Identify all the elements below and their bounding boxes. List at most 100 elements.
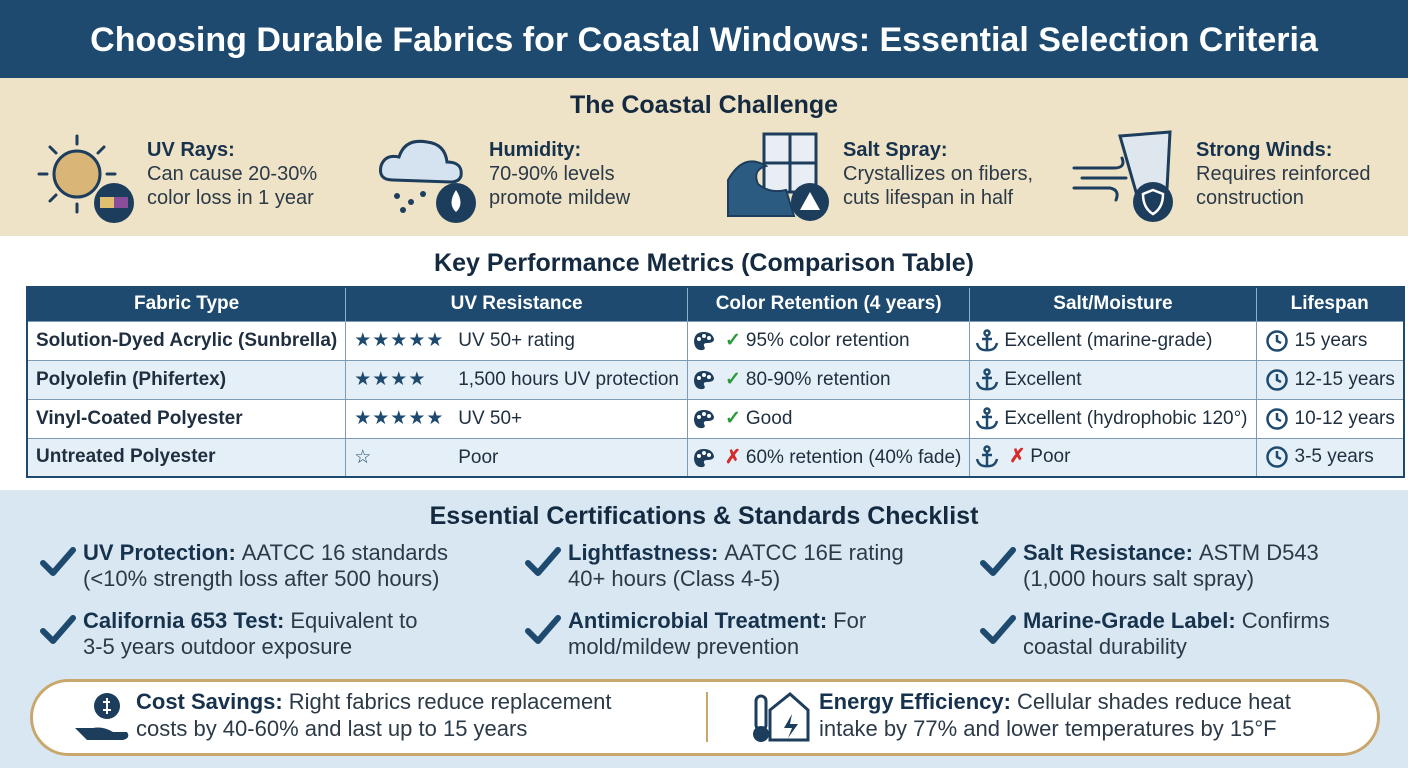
text-line: Crystallizes on fibers, — [843, 163, 1034, 185]
table-header: Fabric Type UV Resistance Color Retention … — [27, 287, 1405, 321]
text-block: Lightfastness: AATCC 16E rating 40+ hours … — [568, 540, 904, 592]
wind-icon-part — [1072, 156, 1128, 202]
uv-text: Poor — [458, 446, 499, 468]
text-line: Cellular shades reduce heat — [1016, 689, 1291, 714]
check-icon-part — [525, 615, 561, 644]
palette-icon — [692, 447, 716, 468]
label: UV Protection: — [83, 540, 236, 565]
color-mark: ✓ — [724, 408, 741, 429]
check-icon — [40, 547, 76, 576]
humidity-icon — [379, 139, 476, 223]
salt-text: Excellent (marine-grade) — [1004, 329, 1213, 351]
savings-icon-part — [103, 698, 111, 714]
wind-icon-part-part — [1072, 156, 1125, 170]
clock-icon-part-part — [1265, 407, 1288, 430]
anchor-icon-part-part-part — [976, 342, 999, 351]
clock-icon-part-part-part — [1265, 329, 1288, 352]
text-line: (<10% strength loss after 500 hours) — [83, 566, 440, 591]
lifespan-text: 12-15 years — [1294, 368, 1395, 390]
color-text: 95% color retention — [745, 330, 910, 351]
text-block: UV Rays: Can cause 20-30% color loss in 1 … — [147, 138, 317, 210]
check-icon-part — [980, 547, 1016, 576]
lifespan-cell: 3-5 years — [1255, 437, 1405, 478]
clock-icon-part-part-part — [1275, 334, 1282, 344]
label: Energy Efficiency: — [819, 689, 1011, 714]
anchor-icon — [974, 367, 1000, 390]
text-block: Energy Efficiency: Cellular shades reduce… — [819, 688, 1291, 742]
sun-icon — [37, 134, 134, 223]
column-header: Fabric Type — [27, 287, 347, 321]
anchor-icon-part — [976, 367, 999, 390]
column-header: UV Resistance — [345, 287, 688, 321]
check-icon-part — [40, 615, 76, 644]
energy-icon-part — [768, 692, 810, 742]
clock-icon-part — [1265, 329, 1288, 352]
metrics-table-part: Solution-Dyed Acrylic (Sunbrella) ★★★★★ UV… — [26, 320, 1405, 478]
label: Salt Resistance: — [1023, 540, 1193, 565]
text-line: AATCC 16 standards — [241, 540, 449, 565]
text-block: Cost Savings: Right fabrics reduce replac… — [136, 688, 612, 742]
text-line: Confirms — [1241, 608, 1330, 633]
uv-cell: ★★★★ 1,500 hours UV protection — [345, 359, 688, 400]
text-line: costs by 40-60% and last up to 15 years — [136, 716, 528, 741]
check-icon-part — [40, 547, 76, 576]
lifespan-text: 3-5 years — [1294, 446, 1374, 468]
label: Strong Winds: — [1196, 139, 1333, 161]
sun-icon-part — [52, 149, 102, 199]
certifications-title: Essential Certifications & Standards Che… — [429, 502, 979, 530]
anchor-icon-part — [976, 445, 999, 468]
check-icon — [980, 615, 1016, 644]
text-line: construction — [1196, 187, 1304, 209]
label: Cost Savings: — [136, 689, 283, 714]
text-block: California 653 Test: Equivalent to 3-5 yea… — [83, 608, 418, 660]
wind-icon — [1072, 130, 1173, 222]
color-cell: ✓ Good — [686, 398, 971, 439]
challenge-title: The Coastal Challenge — [569, 91, 839, 119]
anchor-icon-part-part-part — [976, 420, 999, 429]
anchor-icon-part-part-part — [983, 445, 992, 453]
salt-text: Excellent — [1004, 368, 1082, 390]
color-cell: ✓ 95% color retention — [686, 320, 971, 361]
palette-icon — [692, 330, 716, 351]
uv-text: UV 50+ rating — [458, 330, 575, 351]
text-block: Humidity: 70-90% levels promote mildew — [489, 138, 630, 210]
palette-icon-part-part — [696, 414, 701, 419]
palette-icon — [692, 408, 716, 429]
color-text: 80-90% retention — [745, 369, 891, 390]
clock-icon-part-part-part — [1265, 368, 1288, 391]
humidity-icon-part — [394, 191, 426, 213]
color-cell: ✗ 60% retention (40% fade) — [686, 437, 971, 478]
humidity-icon-part — [379, 139, 463, 184]
check-icon — [980, 547, 1016, 576]
footer-pill: Cost Savings: Right fabrics reduce replac… — [30, 679, 1380, 756]
column-header: Salt/Moisture — [969, 287, 1257, 321]
text-line: ASTM D543 — [1198, 540, 1319, 565]
text-block: UV Protection: AATCC 16 standards (<10% st… — [83, 540, 448, 592]
lifespan-text: 15 years — [1294, 329, 1368, 351]
color-text: 60% retention (40% fade) — [745, 446, 962, 468]
clock-icon — [1265, 329, 1291, 352]
clock-icon — [1265, 446, 1291, 468]
check-icon-part — [980, 615, 1016, 644]
label: California 653 Test: — [83, 608, 285, 633]
fabric-cell: Vinyl-Coated Polyester — [26, 398, 347, 439]
anchor-icon — [974, 328, 1000, 351]
anchor-icon-part-part-part — [983, 328, 992, 337]
wind-icon-part — [1133, 182, 1173, 222]
anchor-icon-part — [976, 406, 999, 429]
palette-icon-part-part — [706, 413, 711, 418]
uv-cell: ★★★★★ UV 50+ — [345, 398, 688, 439]
lifespan-cell: 15 years — [1255, 320, 1405, 361]
savings-icon-part — [75, 727, 129, 740]
column-header: Color Retention (4 years) — [687, 287, 971, 321]
anchor-icon-part-part — [976, 406, 999, 429]
text-line: coastal durability — [1023, 634, 1187, 659]
salt-spray-icon-part — [800, 192, 820, 210]
challenge-band: The Coastal Challenge UV Rays: Can cause … — [0, 78, 1408, 236]
anchor-icon — [974, 406, 1000, 429]
text-block: Antimicrobial Treatment: For mold/mildew p… — [568, 608, 866, 660]
palette-icon-part-part — [696, 375, 701, 380]
anchor-icon-part-part-part — [983, 367, 992, 376]
anchor-icon-part — [976, 328, 999, 351]
savings-icon — [75, 693, 129, 740]
